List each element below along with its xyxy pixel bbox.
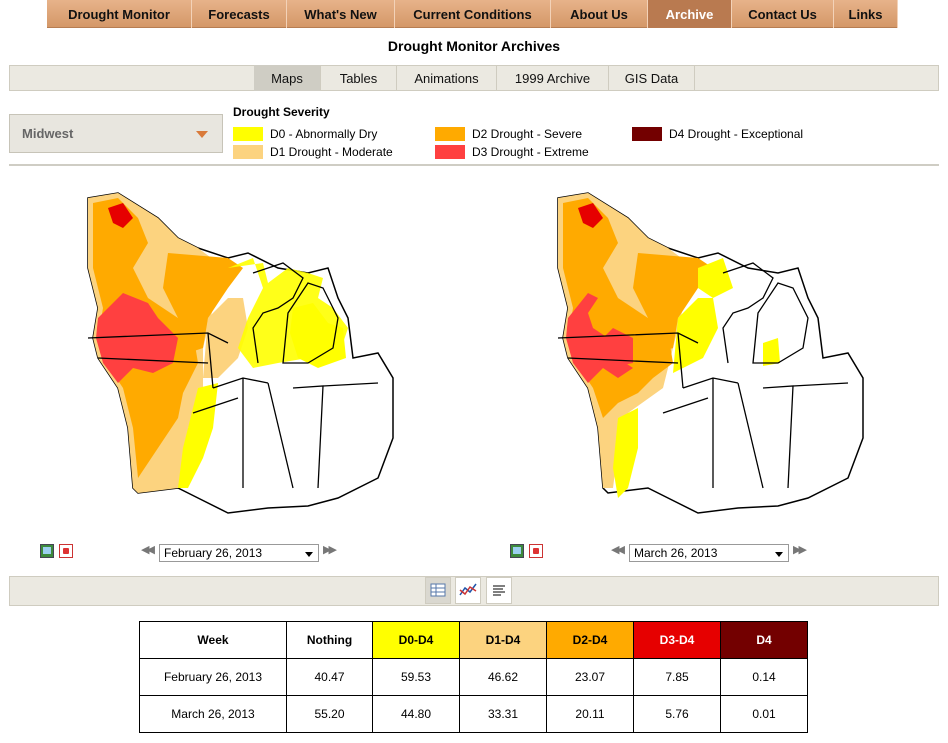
next-week-icon[interactable]: ▶▶ [323, 544, 337, 556]
tab-1999-archive[interactable]: 1999 Archive [497, 65, 609, 91]
image-icon[interactable] [40, 544, 54, 558]
cell-d3-d4: 7.85 [633, 658, 721, 696]
legend-label: D3 Drought - Extreme [472, 145, 589, 159]
date-select-1[interactable]: February 26, 2013 [159, 544, 319, 562]
cell-d4: 0.01 [720, 695, 808, 733]
cell-d0-d4: 44.80 [372, 695, 460, 733]
cell-week: February 26, 2013 [139, 658, 287, 696]
legend-swatch [233, 145, 263, 159]
nav-links[interactable]: Links [834, 0, 898, 28]
nav-current-conditions[interactable]: Current Conditions [395, 0, 551, 28]
chevron-down-icon [305, 552, 313, 557]
tab-gis-data[interactable]: GIS Data [609, 65, 695, 91]
next-week-icon[interactable]: ▶▶ [793, 544, 807, 556]
legend-label: D4 Drought - Exceptional [669, 127, 804, 141]
legend-label: D2 Drought - Severe [472, 127, 583, 141]
cell-d1-d4: 33.31 [459, 695, 547, 733]
cell-week: March 26, 2013 [139, 695, 287, 733]
drought-map-2 [557, 192, 864, 514]
region-select-value: Midwest [22, 126, 74, 141]
cell-d2-d4: 20.11 [546, 695, 634, 733]
cell-d1-d4: 46.62 [459, 658, 547, 696]
chart-view-button[interactable] [455, 577, 481, 604]
legend-item-d3: D3 Drought - Extreme [435, 145, 589, 159]
chevron-down-icon [775, 552, 783, 557]
cell-nothing: 40.47 [286, 658, 373, 696]
text-lines-icon [493, 585, 505, 596]
cell-d2-d4: 23.07 [546, 658, 634, 696]
legend-item-d2: D2 Drought - Severe [435, 127, 582, 141]
table-icon [430, 583, 446, 597]
header-d4: D4 [720, 621, 808, 659]
legend-item-d0: D0 - Abnormally Dry [233, 127, 377, 141]
subtabs-bar [9, 65, 939, 91]
drought-stats-table: Week Nothing D0-D4 D1-D4 D2-D4 D3-D4 D4 … [139, 621, 808, 733]
table-view-button[interactable] [425, 577, 451, 604]
table-row: February 26, 2013 40.47 59.53 46.62 23.0… [139, 658, 808, 696]
legend-label: D1 Drought - Moderate [270, 145, 393, 159]
cell-d0-d4: 59.53 [372, 658, 460, 696]
nav-archive[interactable]: Archive [648, 0, 732, 28]
nav-forecasts[interactable]: Forecasts [192, 0, 287, 28]
cell-nothing: 55.20 [286, 695, 373, 733]
region-select[interactable]: Midwest [9, 114, 223, 153]
legend-swatch [435, 127, 465, 141]
text-view-button[interactable] [486, 577, 512, 604]
legend-title: Drought Severity [233, 105, 330, 119]
header-d3-d4: D3-D4 [633, 621, 721, 659]
tab-maps[interactable]: Maps [254, 65, 321, 91]
table-row: March 26, 2013 55.20 44.80 33.31 20.11 5… [139, 695, 808, 733]
legend-swatch [435, 145, 465, 159]
drought-map-1 [87, 192, 394, 514]
header-week: Week [139, 621, 287, 659]
page-title: Drought Monitor Archives [387, 38, 561, 54]
date-select-value: March 26, 2013 [634, 546, 718, 560]
subtabs: Maps Tables Animations 1999 Archive GIS … [254, 65, 695, 91]
legend-item-d4: D4 Drought - Exceptional [632, 127, 803, 141]
image-icon[interactable] [510, 544, 524, 558]
legend-swatch [233, 127, 263, 141]
line-chart-icon [459, 583, 477, 596]
nav-contact-us[interactable]: Contact Us [732, 0, 834, 28]
legend-label: D0 - Abnormally Dry [270, 127, 378, 141]
nav-whats-new[interactable]: What's New [287, 0, 395, 28]
legend-item-d1: D1 Drought - Moderate [233, 145, 393, 159]
divider [9, 164, 939, 166]
pdf-icon[interactable] [59, 544, 73, 558]
nav-about-us[interactable]: About Us [551, 0, 648, 28]
prev-week-icon[interactable]: ◀◀ [141, 544, 155, 556]
top-nav: Drought Monitor Forecasts What's New Cur… [47, 0, 898, 28]
pdf-icon[interactable] [529, 544, 543, 558]
chevron-down-icon [196, 131, 208, 138]
cell-d3-d4: 5.76 [633, 695, 721, 733]
date-select-value: February 26, 2013 [164, 546, 263, 560]
header-d1-d4: D1-D4 [459, 621, 547, 659]
header-d0-d4: D0-D4 [372, 621, 460, 659]
table-header-row: Week Nothing D0-D4 D1-D4 D2-D4 D3-D4 D4 [139, 621, 808, 659]
tab-animations[interactable]: Animations [397, 65, 497, 91]
prev-week-icon[interactable]: ◀◀ [611, 544, 625, 556]
legend-swatch [632, 127, 662, 141]
nav-drought-monitor[interactable]: Drought Monitor [47, 0, 192, 28]
header-nothing: Nothing [286, 621, 373, 659]
cell-d4: 0.14 [720, 658, 808, 696]
header-d2-d4: D2-D4 [546, 621, 634, 659]
date-select-2[interactable]: March 26, 2013 [629, 544, 789, 562]
tab-tables[interactable]: Tables [321, 65, 397, 91]
